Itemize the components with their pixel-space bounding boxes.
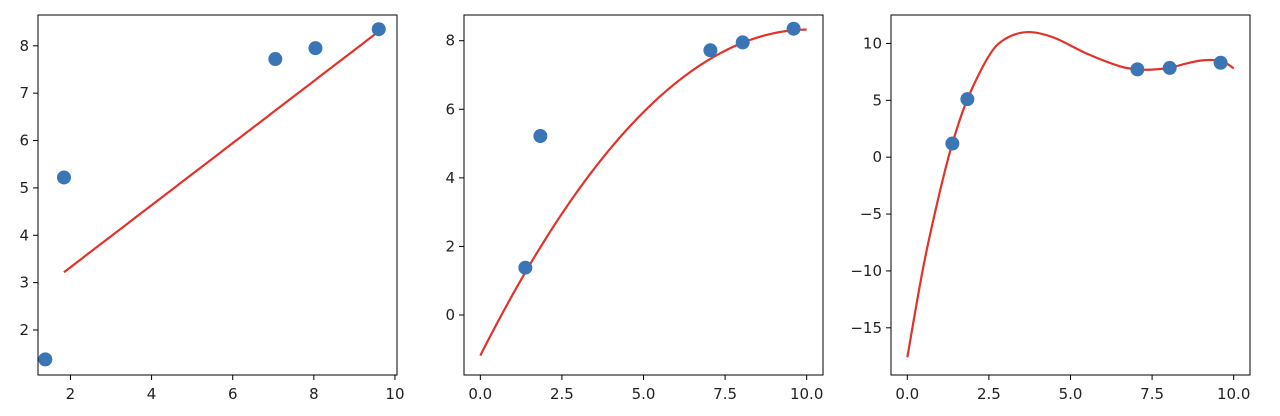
x-tick-label: 0.0 xyxy=(468,385,492,403)
data-point xyxy=(945,136,960,151)
y-tick-label: 0 xyxy=(445,306,455,324)
data-point xyxy=(786,21,801,36)
data-point xyxy=(960,92,975,107)
data-point xyxy=(1213,55,1228,70)
x-tick-label: 0.0 xyxy=(895,385,919,403)
fit-line xyxy=(906,30,1235,358)
y-tick-label: −10 xyxy=(850,262,882,280)
fit-line xyxy=(479,28,807,357)
data-point xyxy=(735,35,750,50)
y-tick-label: 5 xyxy=(872,91,882,109)
y-tick-label: 8 xyxy=(445,32,455,50)
x-tick-label: 7.5 xyxy=(713,385,737,403)
axes-frame xyxy=(890,14,1251,376)
x-tick-label: 7.5 xyxy=(1140,385,1164,403)
x-tick-label: 6 xyxy=(228,385,238,403)
y-tick-label: 4 xyxy=(445,169,455,187)
y-tick-label: 3 xyxy=(19,274,29,292)
data-point xyxy=(518,260,533,275)
y-tick-label: 8 xyxy=(19,37,29,55)
x-tick-label: 4 xyxy=(147,385,157,403)
y-tick-label: 10 xyxy=(863,34,882,52)
data-point xyxy=(38,352,53,367)
axes-frame xyxy=(37,14,398,376)
axes-frame xyxy=(463,14,824,376)
y-tick-label: 6 xyxy=(445,100,455,118)
subplot-right-high-degree-fit: 0.0 2.5 5.0 7.5 10.0 −15 −10 −5 0 5 10 xyxy=(850,14,1251,403)
y-tick-label: 0 xyxy=(872,148,882,166)
x-tick-label: 5.0 xyxy=(1059,385,1083,403)
y-tick-label: −15 xyxy=(850,319,882,337)
data-point xyxy=(1130,62,1145,77)
y-tick-label: 2 xyxy=(445,237,455,255)
data-point xyxy=(533,129,548,144)
x-tick-label: 2 xyxy=(66,385,76,403)
data-point xyxy=(703,43,718,58)
data-point xyxy=(268,52,283,67)
x-tick-label: 2.5 xyxy=(977,385,1001,403)
subplot-left-linear-fit: 2 4 6 8 10 2 3 4 5 6 7 8 xyxy=(19,14,405,403)
y-tick-label: 6 xyxy=(19,132,29,150)
subplot-middle-quadratic-fit: 0.0 2.5 5.0 7.5 10.0 0 2 4 6 8 xyxy=(445,14,824,403)
data-point xyxy=(1162,60,1177,75)
x-tick-label: 10.0 xyxy=(1217,385,1250,403)
y-tick-label: 5 xyxy=(19,179,29,197)
x-tick-label: 8 xyxy=(309,385,319,403)
data-point xyxy=(371,22,386,37)
y-tick-label: 4 xyxy=(19,226,29,244)
x-tick-label: 2.5 xyxy=(550,385,574,403)
data-point xyxy=(56,170,71,185)
data-point xyxy=(308,41,323,56)
x-tick-label: 5.0 xyxy=(632,385,656,403)
x-tick-label: 10.0 xyxy=(790,385,823,403)
fit-line xyxy=(63,30,380,274)
y-tick-label: −5 xyxy=(860,205,882,223)
x-tick-label: 10 xyxy=(385,385,404,403)
y-tick-label: 7 xyxy=(19,84,29,102)
y-tick-label: 2 xyxy=(19,321,29,339)
